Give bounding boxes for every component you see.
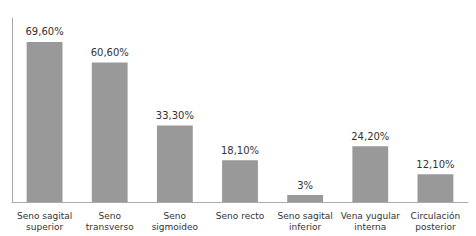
svg-text:superior: superior bbox=[26, 222, 63, 232]
svg-text:interna: interna bbox=[354, 222, 386, 232]
svg-text:inferior: inferior bbox=[289, 222, 322, 232]
svg-text:Seno: Seno bbox=[164, 211, 187, 221]
svg-text:Vena yugular: Vena yugular bbox=[341, 211, 401, 221]
svg-text:Circulación: Circulación bbox=[411, 211, 461, 221]
svg-text:18,10%: 18,10% bbox=[221, 145, 259, 156]
svg-text:Seno sagital: Seno sagital bbox=[277, 211, 332, 221]
svg-text:Seno recto: Seno recto bbox=[216, 211, 265, 221]
svg-text:transverso: transverso bbox=[86, 222, 134, 232]
svg-text:3%: 3% bbox=[297, 180, 313, 191]
svg-text:33,30%: 33,30% bbox=[156, 110, 194, 121]
svg-text:12,10%: 12,10% bbox=[416, 159, 454, 170]
svg-text:60,60%: 60,60% bbox=[91, 47, 129, 58]
svg-text:24,20%: 24,20% bbox=[351, 131, 389, 142]
svg-text:sigmoideo: sigmoideo bbox=[152, 222, 199, 232]
svg-text:69,60%: 69,60% bbox=[26, 26, 64, 37]
svg-text:Seno: Seno bbox=[98, 211, 121, 221]
svg-text:posterior: posterior bbox=[415, 222, 456, 232]
svg-text:Seno sagital: Seno sagital bbox=[17, 211, 72, 221]
